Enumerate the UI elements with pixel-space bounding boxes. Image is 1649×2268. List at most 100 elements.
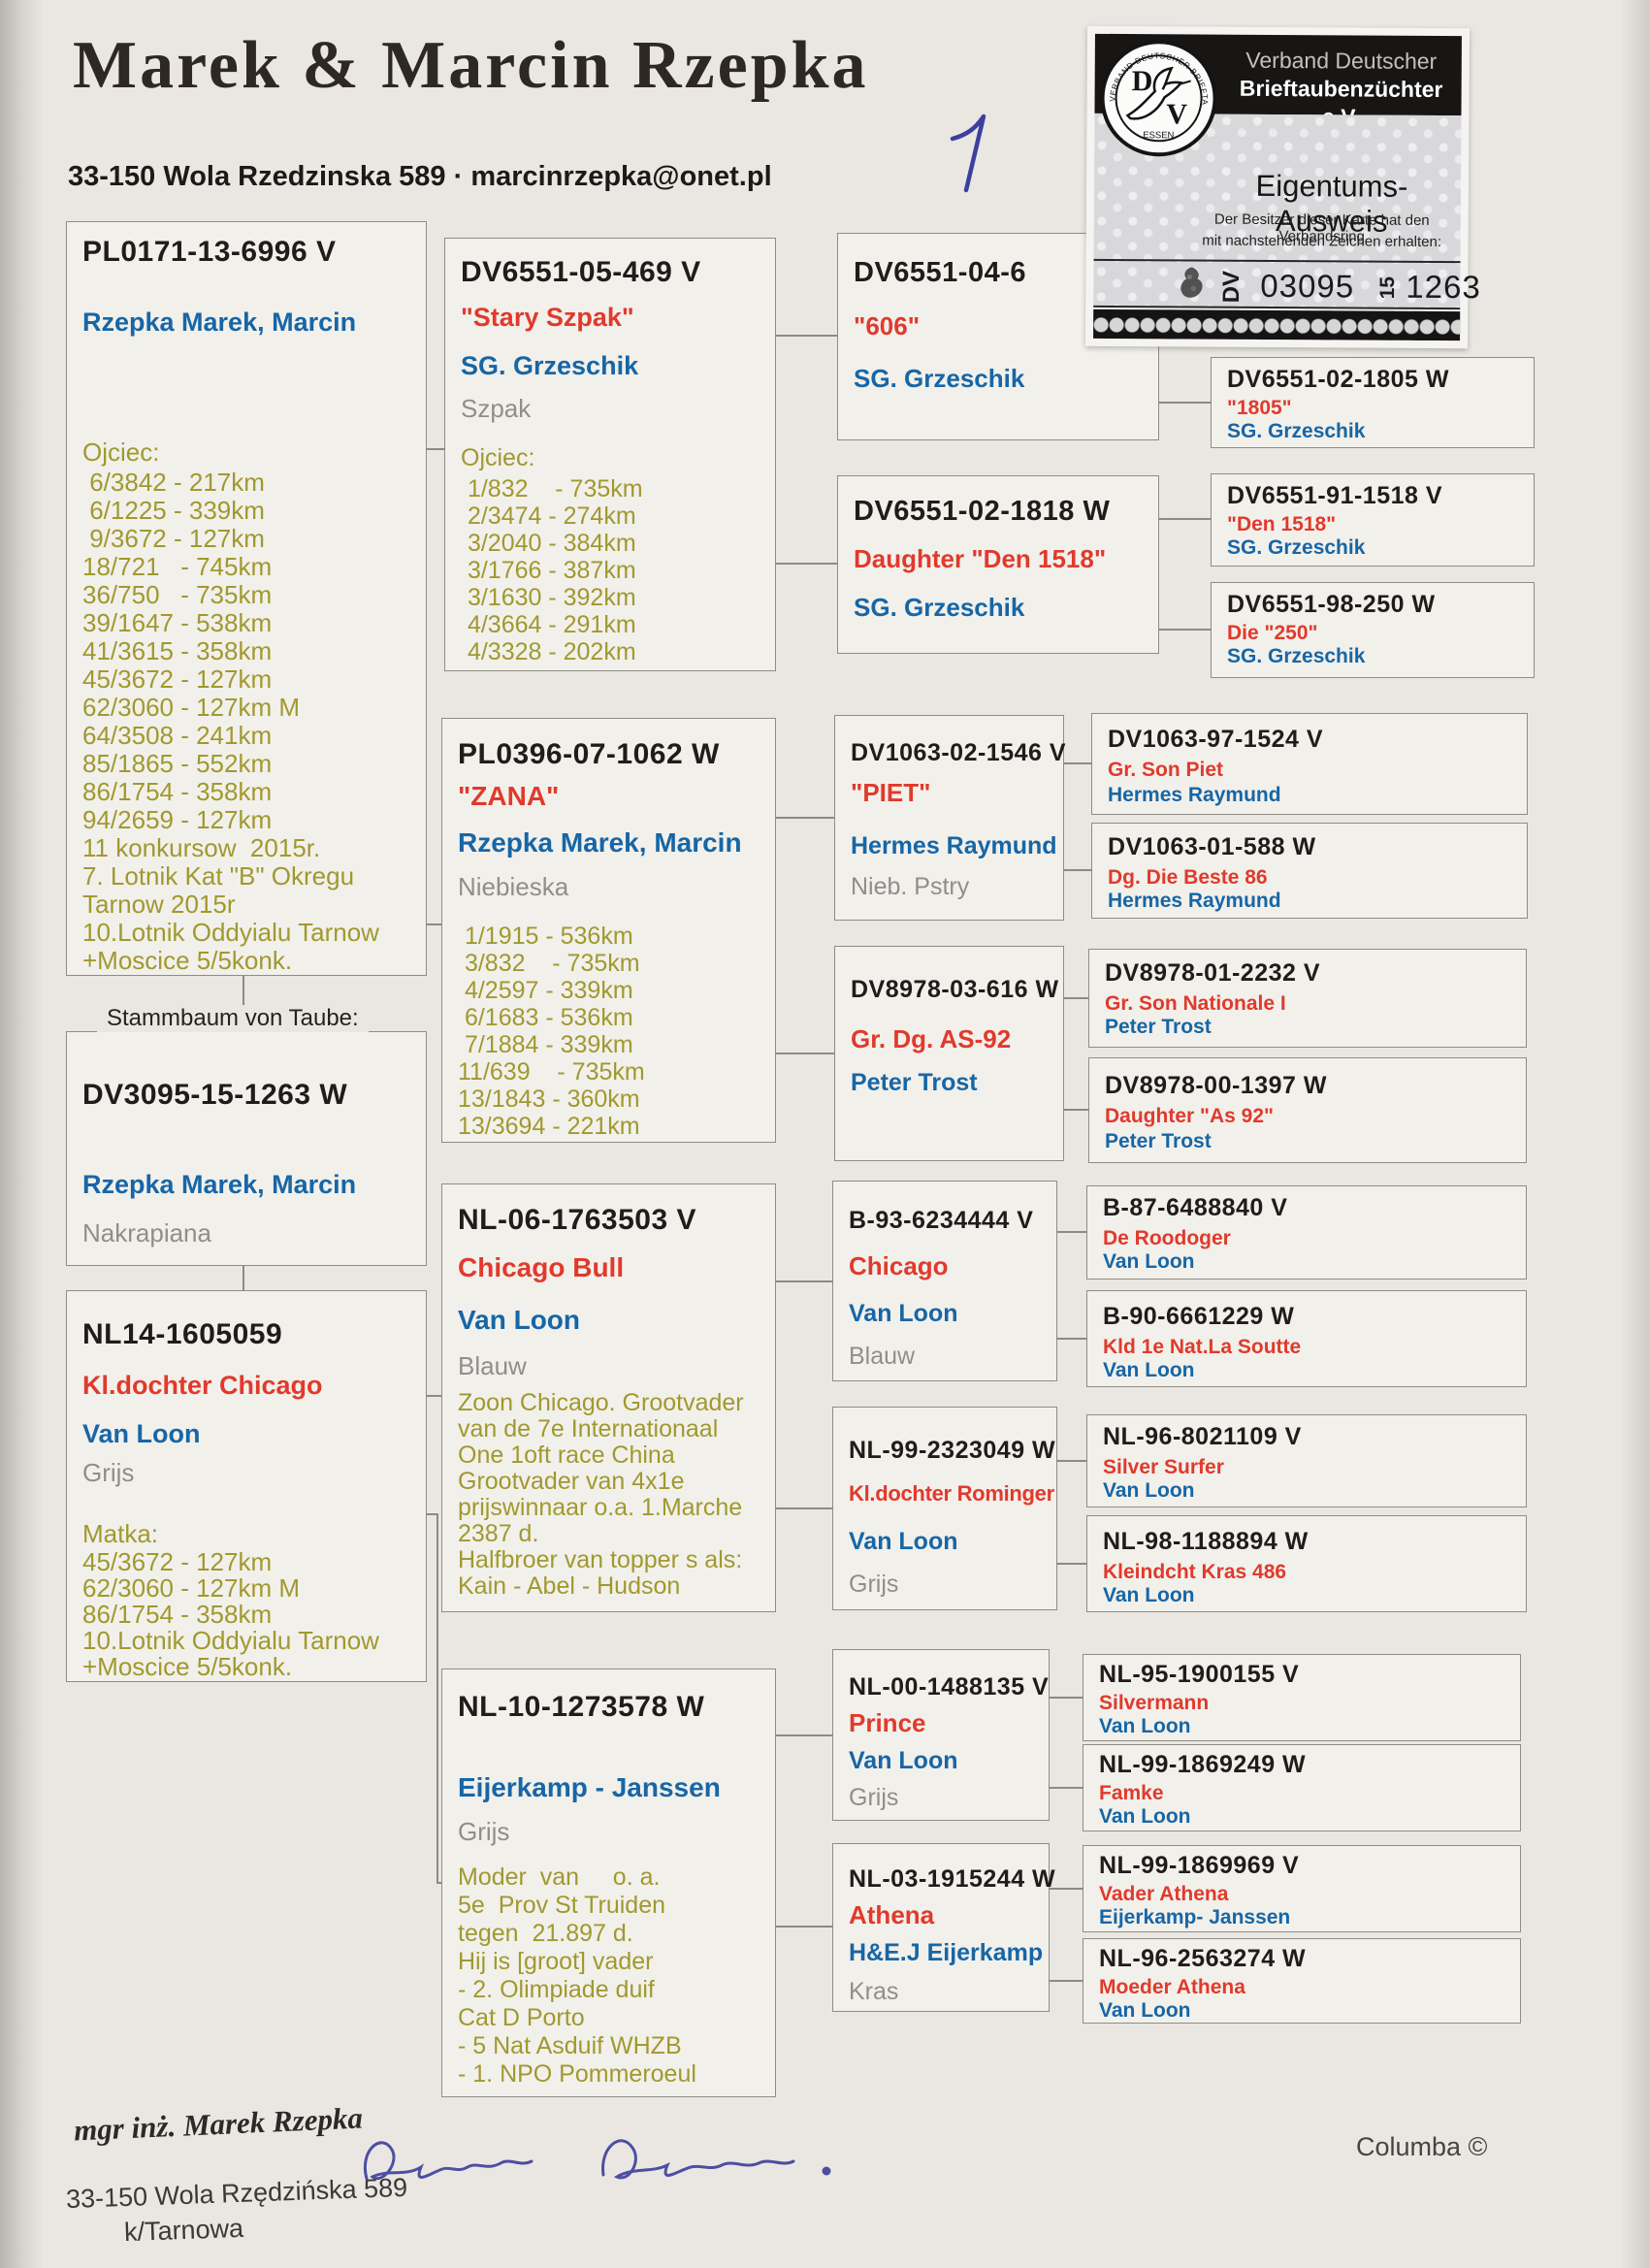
- results-label: Ojciec:: [82, 437, 160, 467]
- connector-line: [1062, 1109, 1088, 1111]
- page-title: Marek & Marcin Rzepka: [73, 28, 869, 103]
- ring-number: NL-96-8021109 V: [1103, 1423, 1302, 1450]
- pigeon-name: Prince: [849, 1708, 926, 1737]
- ring-number: NL-99-2323049 W: [849, 1437, 1056, 1464]
- breeder-name: Peter Trost: [1105, 1016, 1212, 1038]
- logo-letter-v: V: [1166, 98, 1187, 130]
- ring-number: DV6551-91-1518 V: [1227, 482, 1443, 509]
- color-description: Nakrapiana: [82, 1218, 211, 1247]
- race-results-list: 45/3672 - 127km 62/3060 - 127km M 86/175…: [82, 1547, 379, 1681]
- breeder-name: Van Loon: [1103, 1584, 1195, 1606]
- pigeon-name: Moeder Athena: [1099, 1976, 1245, 1998]
- race-results-list: 1/832 - 735km 2/3474 - 274km 3/2040 - 38…: [467, 475, 643, 665]
- breeder-name: SG. Grzeschik: [1227, 536, 1366, 559]
- loft-address-line: 33-150 Wola Rzedzinska 589 · marcinrzepk…: [68, 161, 772, 192]
- connector-line: [1157, 629, 1211, 631]
- breeder-name: Van Loon: [1103, 1359, 1195, 1381]
- association-name-line1: Verband Deutscher: [1245, 47, 1438, 75]
- color-description: Kras: [849, 1978, 899, 2005]
- connector-line: [425, 448, 444, 450]
- pigeon-name: Vader Athena: [1099, 1883, 1229, 1905]
- connector-line: [1062, 869, 1091, 871]
- ring-number: NL-10-1273578 W: [458, 1691, 705, 1723]
- breeder-name: Eijerkamp- Janssen: [1099, 1906, 1291, 1928]
- columba-credit: Columba ©: [1356, 2132, 1488, 2161]
- pedigree-box-gp-mother-dam: NL-10-1273578 W Eijerkamp - Janssen Grij…: [441, 1669, 776, 2097]
- ring-number: DV6551-98-250 W: [1227, 591, 1436, 618]
- pigeon-name: Daughter "As 92": [1105, 1105, 1274, 1127]
- connector-line: [436, 1882, 441, 1884]
- results-label: Matka:: [82, 1519, 159, 1548]
- breeder-name: Hermes Raymund: [1108, 890, 1281, 912]
- breeder-name: Van Loon: [849, 1528, 958, 1555]
- logo-letter-d: D: [1132, 65, 1153, 97]
- color-description: Grijs: [458, 1817, 510, 1846]
- color-description: Szpak: [461, 394, 532, 423]
- breeder-name: Rzepka Marek, Marcin: [82, 1170, 357, 1199]
- breeder-name: Hermes Raymund: [1108, 784, 1281, 806]
- breeder-name: Van Loon: [1099, 1715, 1191, 1737]
- connector-line: [774, 563, 837, 565]
- pigeon-name: "Den 1518": [1227, 513, 1337, 535]
- pedigree-box-g4-4: DV1063-01-588 W Dg. Die Beste 86 Hermes …: [1091, 823, 1528, 919]
- pedigree-box-mother: NL14-1605059 Kl.dochter Chicago Van Loon…: [66, 1290, 427, 1682]
- pigeon-name: Silvermann: [1099, 1692, 1210, 1714]
- pedigree-box-g4-3: DV1063-97-1524 V Gr. Son Piet Hermes Ray…: [1091, 713, 1528, 815]
- pedigree-box-father: PL0171-13-6996 V Rzepka Marek, Marcin Oj…: [66, 221, 427, 976]
- breeder-name: Hermes Raymund: [851, 832, 1057, 859]
- ring-number: DV1063-02-1546 V: [851, 739, 1067, 766]
- connector-line: [242, 974, 244, 1031]
- ring-number: NL-95-1900155 V: [1099, 1661, 1300, 1688]
- pigeon-name: Athena: [849, 1900, 935, 1929]
- color-description: Blauw: [849, 1343, 916, 1370]
- pigeon-name: De Roodoger: [1103, 1227, 1231, 1249]
- dove-beak: [1180, 80, 1191, 85]
- ring-number: NL-00-1488135 V: [849, 1673, 1050, 1701]
- color-description: Nieb. Pstry: [851, 873, 970, 900]
- ring-number-main: 03095: [1260, 267, 1355, 305]
- pedigree-box-ggp7: NL-00-1488135 V Prince Van Loon Grijs: [832, 1649, 1050, 1821]
- pedigree-box-g4-2: DV6551-98-250 W Die "250" SG. Grzeschik: [1211, 582, 1535, 678]
- connector-line: [1048, 1980, 1083, 1982]
- pedigree-box-g4-11: NL-95-1900155 V Silvermann Van Loon: [1083, 1654, 1521, 1741]
- breeder-name: SG. Grzeschik: [1227, 420, 1366, 442]
- pigeon-name: Kl.dochter Chicago: [82, 1371, 323, 1400]
- pedigree-box-g4-0: DV6551-02-1805 W "1805" SG. Grzeschik: [1211, 357, 1535, 448]
- breeder-name: Rzepka Marek, Marcin: [458, 827, 742, 858]
- connector-line: [1048, 1888, 1083, 1890]
- ring-number: DV6551-04-6: [854, 257, 1026, 288]
- ring-number: NL-03-1915244 W: [849, 1865, 1056, 1893]
- ring-number: DV6551-02-1818 W: [854, 496, 1111, 527]
- results-label: Ojciec:: [461, 444, 535, 471]
- connector-line: [774, 1926, 832, 1928]
- breeder-name: Van Loon: [1099, 1805, 1191, 1828]
- breeder-name: Van Loon: [849, 1300, 958, 1327]
- pedigree-box-ggp8: NL-03-1915244 W Athena H&E.J Eijerkamp K…: [832, 1843, 1056, 2012]
- logo-essen-text: ESSEN: [1143, 130, 1174, 141]
- pedigree-box-gp-father-sire: DV6551-05-469 V "Stary Szpak" SG. Grzesc…: [444, 238, 776, 671]
- breeder-name: SG. Grzeschik: [461, 351, 639, 380]
- connector-line: [425, 1513, 438, 1515]
- pedigree-box-ggp3: DV1063-02-1546 V "PIET" Hermes Raymund N…: [834, 715, 1067, 921]
- pigeon-name: Kld 1e Nat.La Soutte: [1103, 1336, 1302, 1358]
- color-description: Grijs: [849, 1784, 899, 1811]
- handwritten-signature: [349, 2117, 873, 2214]
- ring-number: PL0396-07-1062 W: [458, 738, 720, 770]
- breeder-name: SG. Grzeschik: [1227, 645, 1366, 667]
- owner-printed-signature: mgr inż. Marek Rzepka: [73, 2100, 364, 2148]
- ring-number: B-90-6661229 W: [1103, 1303, 1295, 1330]
- connector-line: [774, 335, 837, 337]
- race-results-list: 1/1915 - 536km 3/832 - 735km 4/2597 - 33…: [458, 923, 645, 1140]
- connector-line: [1062, 762, 1091, 764]
- breeder-name: Eijerkamp - Janssen: [458, 1772, 721, 1802]
- connector-line: [774, 1280, 832, 1282]
- pigeon-name: Kl.dochter Rominger: [849, 1481, 1054, 1506]
- ring-number: NL-98-1188894 W: [1103, 1528, 1309, 1555]
- pigeon-name: "606": [854, 311, 921, 340]
- pedigree-box-g4-9: NL-96-8021109 V Silver Surfer Van Loon: [1086, 1414, 1527, 1507]
- color-description: Blauw: [458, 1351, 527, 1380]
- pedigree-box-ggp2: DV6551-02-1818 W Daughter "Den 1518" SG.…: [837, 475, 1159, 654]
- color-description: Niebieska: [458, 872, 569, 901]
- pedigree-box-subject: DV3095-15-1263 W Rzepka Marek, Marcin Na…: [66, 1031, 427, 1266]
- pigeon-notes: Moder van o. a. 5e Prov St Truiden tegen…: [458, 1863, 696, 2088]
